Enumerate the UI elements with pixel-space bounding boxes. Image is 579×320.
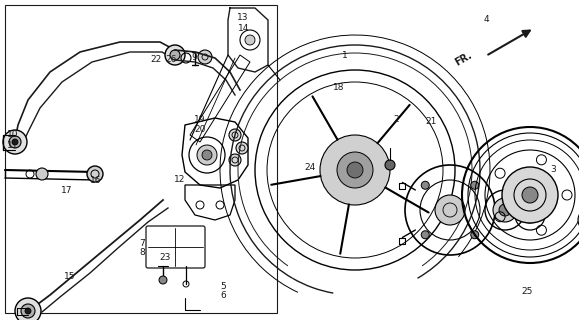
Text: 18: 18 (333, 84, 345, 92)
Circle shape (471, 231, 479, 239)
Circle shape (15, 298, 41, 320)
Circle shape (522, 187, 538, 203)
Text: 4: 4 (483, 15, 489, 24)
Text: 23: 23 (159, 253, 171, 262)
Circle shape (435, 195, 465, 225)
Circle shape (471, 181, 479, 189)
Circle shape (165, 45, 185, 65)
Text: 15: 15 (64, 272, 75, 281)
Text: FR.: FR. (453, 50, 474, 68)
Circle shape (522, 207, 538, 223)
Circle shape (236, 142, 248, 154)
Text: 12: 12 (174, 175, 185, 184)
Text: 25: 25 (521, 287, 533, 296)
Text: 8: 8 (139, 248, 145, 257)
FancyBboxPatch shape (146, 226, 205, 268)
Circle shape (36, 168, 48, 180)
Text: 19: 19 (194, 116, 206, 124)
Circle shape (320, 135, 390, 205)
Text: 7: 7 (139, 239, 145, 248)
Text: 24: 24 (304, 164, 316, 172)
Text: 26: 26 (165, 55, 177, 64)
Circle shape (385, 160, 395, 170)
Text: 1: 1 (342, 52, 347, 60)
Circle shape (578, 208, 579, 232)
Circle shape (9, 136, 21, 148)
Text: 11: 11 (7, 141, 19, 150)
Circle shape (202, 150, 212, 160)
Text: 13: 13 (237, 13, 249, 22)
Circle shape (499, 204, 511, 216)
Circle shape (422, 231, 429, 239)
Circle shape (422, 181, 429, 189)
Circle shape (502, 167, 558, 223)
Text: 9: 9 (191, 53, 197, 62)
Circle shape (87, 166, 103, 182)
Text: 2: 2 (394, 116, 400, 124)
Text: 10: 10 (7, 130, 19, 139)
Circle shape (12, 139, 18, 145)
Text: 22: 22 (151, 55, 162, 64)
Circle shape (170, 50, 180, 60)
Circle shape (21, 304, 35, 318)
Circle shape (337, 152, 373, 188)
Text: 5: 5 (220, 282, 226, 291)
Circle shape (245, 35, 255, 45)
Text: 16: 16 (90, 176, 101, 185)
Circle shape (198, 50, 212, 64)
Text: 21: 21 (426, 117, 437, 126)
Text: 6: 6 (220, 292, 226, 300)
Text: 20: 20 (194, 125, 206, 134)
Circle shape (159, 276, 167, 284)
Bar (5, 5, 277, 313)
Circle shape (229, 154, 241, 166)
Circle shape (493, 198, 517, 222)
Text: 14: 14 (237, 24, 249, 33)
Circle shape (25, 308, 31, 314)
Text: 3: 3 (550, 165, 556, 174)
Circle shape (229, 129, 241, 141)
Text: 17: 17 (61, 186, 72, 195)
Circle shape (347, 162, 363, 178)
Circle shape (197, 145, 217, 165)
Circle shape (3, 130, 27, 154)
